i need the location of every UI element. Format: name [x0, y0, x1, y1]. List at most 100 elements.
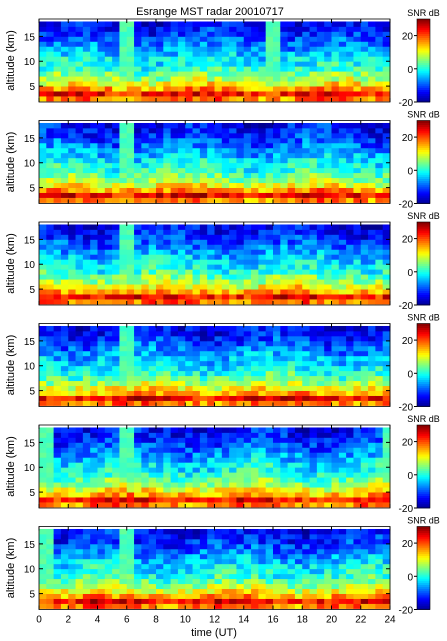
heatmap-cell — [258, 279, 267, 285]
heatmap-cell — [294, 538, 303, 545]
heatmap-cell — [68, 229, 76, 235]
heatmap-cell — [375, 432, 384, 438]
heatmap-cell — [177, 603, 186, 609]
heatmap-cell — [346, 593, 354, 599]
heatmap-cell — [273, 279, 281, 285]
heatmap-cell — [192, 442, 201, 448]
heatmap-cell — [134, 299, 142, 305]
heatmap-cell — [141, 167, 150, 174]
colorbar-segment — [417, 85, 430, 88]
heatmap-cell — [60, 177, 69, 184]
heatmap-cell — [221, 167, 230, 174]
heatmap-cell — [294, 152, 303, 159]
heatmap-cell — [207, 447, 215, 453]
heatmap-cell — [170, 274, 179, 280]
heatmap-cell — [360, 264, 369, 270]
heatmap-cell — [302, 583, 310, 590]
heatmap-cell — [60, 370, 69, 377]
heatmap-cell — [375, 56, 384, 62]
heatmap-cell — [75, 289, 84, 295]
heatmap-cell — [53, 152, 62, 159]
heatmap-cell — [324, 563, 332, 570]
heatmap-cell — [251, 360, 259, 367]
heatmap-cell — [251, 345, 259, 352]
heatmap-cell — [68, 71, 76, 77]
heatmap-cell — [39, 197, 47, 203]
heatmap-cell — [243, 593, 252, 599]
heatmap-cell — [97, 437, 106, 443]
heatmap-cell — [177, 71, 186, 77]
heatmap-cell — [185, 197, 193, 203]
heatmap-cell — [368, 472, 376, 478]
heatmap-cell — [309, 432, 318, 438]
heatmap-cell — [258, 335, 267, 342]
heatmap-cell — [68, 234, 76, 240]
heatmap-cell — [229, 41, 237, 47]
heatmap-cell — [112, 355, 120, 362]
heatmap-cell — [134, 487, 142, 493]
heatmap-cell — [75, 380, 84, 387]
heatmap-cell — [382, 442, 391, 448]
heatmap-cell — [177, 234, 186, 240]
heatmap-cell — [148, 274, 157, 280]
heatmap-cell — [273, 244, 281, 250]
heatmap-cell — [294, 61, 303, 67]
heatmap-cell — [185, 558, 193, 565]
heatmap-cell — [273, 56, 281, 62]
heatmap-cell — [134, 340, 142, 347]
heatmap-cell — [280, 56, 289, 62]
heatmap-cell — [119, 26, 128, 32]
heatmap-cell — [309, 442, 318, 448]
heatmap-cell — [170, 147, 179, 154]
heatmap-cell — [316, 558, 325, 565]
heatmap-cell — [53, 603, 62, 609]
heatmap-cell — [156, 543, 164, 550]
heatmap-cell — [265, 427, 274, 433]
heatmap-cell — [258, 249, 267, 255]
heatmap-cell — [163, 177, 172, 184]
heatmap-cell — [207, 96, 215, 102]
colorbar-segment — [417, 83, 430, 86]
heatmap-cell — [39, 573, 47, 580]
heatmap-cell — [104, 162, 113, 169]
heatmap-cell — [177, 335, 186, 342]
heatmap-cell — [97, 563, 106, 570]
heatmap-cell — [258, 162, 267, 169]
colorbar-segment — [417, 75, 430, 78]
heatmap-cell — [170, 457, 179, 463]
heatmap-cell — [251, 31, 259, 37]
heatmap-cell — [39, 224, 47, 230]
heatmap-cell — [68, 182, 76, 188]
heatmap-cell — [258, 259, 267, 265]
heatmap-cell — [375, 229, 384, 235]
heatmap-cell — [148, 452, 157, 458]
heatmap-cell — [177, 380, 186, 387]
heatmap-cell — [338, 548, 347, 555]
heatmap-cell — [75, 325, 84, 332]
heatmap-cell — [287, 558, 296, 565]
heatmap-cell — [221, 528, 230, 535]
heatmap-cell — [148, 568, 157, 575]
heatmap-cell — [163, 229, 172, 235]
heatmap-cell — [126, 224, 135, 230]
colorbar-segment — [417, 153, 430, 157]
heatmap-cell — [353, 487, 362, 493]
heatmap-cell — [192, 274, 201, 280]
heatmap-cell — [126, 598, 135, 604]
heatmap-cell — [119, 528, 128, 535]
heatmap-cell — [331, 142, 340, 149]
heatmap-cell — [316, 26, 325, 32]
heatmap-cell — [199, 26, 208, 32]
heatmap-cell — [170, 452, 179, 458]
heatmap-cell — [214, 167, 223, 174]
heatmap-cell — [82, 269, 91, 275]
heatmap-cell — [192, 385, 201, 391]
heatmap-cell — [360, 533, 369, 540]
heatmap-cell — [316, 502, 325, 508]
heatmap-cell — [316, 533, 325, 540]
heatmap-cell — [382, 56, 391, 62]
heatmap-cell — [214, 563, 223, 570]
heatmap-cell — [324, 492, 332, 498]
heatmap-cell — [360, 177, 369, 184]
heatmap-cell — [368, 274, 376, 280]
